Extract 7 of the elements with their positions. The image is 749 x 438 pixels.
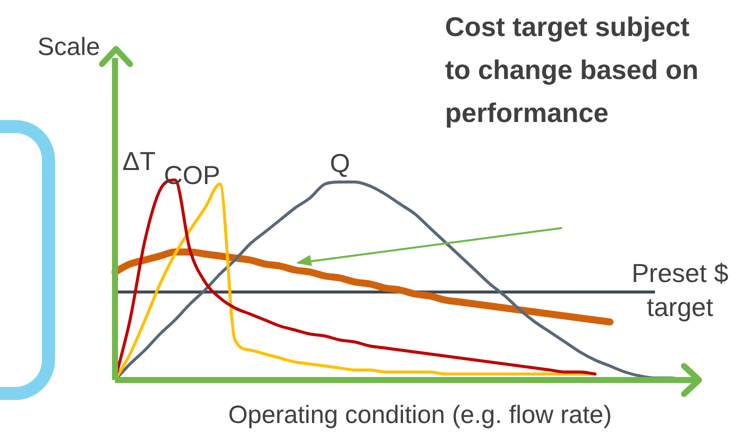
y-axis-title: Scale <box>37 32 100 61</box>
series-label: Q <box>330 148 350 178</box>
text: Cost target subject to change based on performance <box>445 11 700 130</box>
ref-line-label: Preset $ target <box>632 258 729 322</box>
x-axis-title: Operating condition (e.g. flow rate) <box>228 400 612 429</box>
series-label: COP <box>164 160 220 190</box>
series-label: ΔT <box>122 146 156 176</box>
